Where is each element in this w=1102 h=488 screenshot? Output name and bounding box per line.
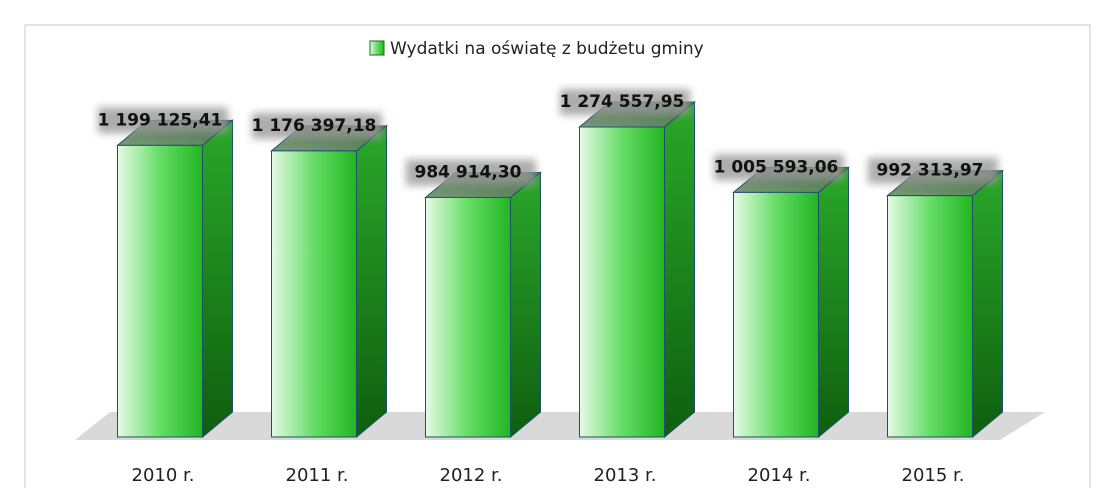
bar-front: [887, 195, 973, 438]
value-label: 984 914,30: [414, 162, 521, 182]
bar: [270, 124, 388, 439]
label-shadow: [406, 159, 536, 186]
value-label: 1 005 593,06: [714, 157, 839, 177]
bar-side: [818, 166, 849, 439]
bar-front: [733, 191, 819, 438]
value-label: 1 176 397,18: [252, 116, 377, 136]
x-tick-label: 2015 r.: [902, 465, 965, 486]
label-shadow: [252, 112, 382, 139]
x-tick-label: 2012 r.: [440, 465, 503, 486]
bar-side: [356, 124, 387, 439]
bar-side: [664, 100, 695, 439]
value-label: 992 313,97: [876, 161, 983, 181]
bar-front: [579, 126, 665, 438]
label-shadow: [560, 89, 690, 115]
bar: [886, 169, 1004, 439]
bar: [732, 166, 850, 439]
x-tick-label: 2011 r.: [286, 465, 349, 486]
bar: [578, 100, 696, 439]
bar-front: [117, 144, 203, 438]
bar: [116, 119, 234, 439]
bar-front: [271, 150, 357, 438]
bar-side: [202, 119, 233, 439]
label-shadow: [714, 154, 844, 181]
x-tick-label: 2010 r.: [132, 465, 195, 486]
label-shadow: [868, 157, 998, 184]
x-tick-label: 2014 r.: [748, 465, 811, 486]
bar-side: [972, 169, 1003, 439]
legend-swatch: [369, 40, 385, 56]
x-tick-label: 2013 r.: [594, 465, 657, 486]
bar-side: [510, 171, 541, 439]
value-label: 1 274 557,95: [560, 92, 685, 112]
value-label: 1 199 125,41: [98, 110, 223, 130]
legend-label: Wydatki na oświatę z budżetu gminy: [390, 39, 704, 59]
bar-front: [425, 196, 511, 438]
bar: [424, 171, 542, 439]
label-shadow: [98, 107, 228, 134]
